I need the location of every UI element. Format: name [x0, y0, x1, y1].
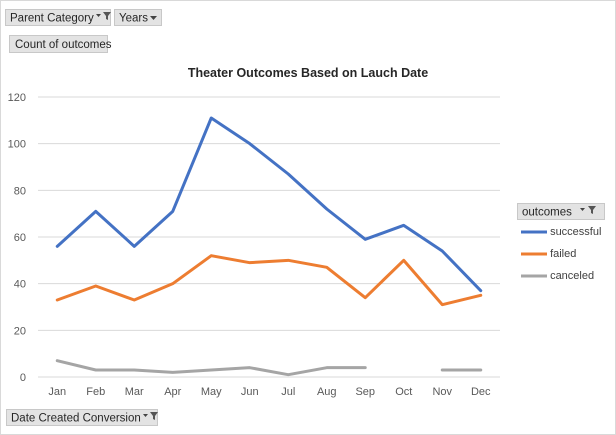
data-point-canceled-feb[interactable] — [94, 368, 98, 372]
data-point-failed-nov[interactable] — [440, 303, 444, 307]
y-tick-label: 120 — [8, 92, 26, 104]
data-point-failed-jul[interactable] — [286, 258, 290, 262]
data-point-canceled-jan[interactable] — [55, 359, 59, 363]
data-point-canceled-nov[interactable] — [440, 368, 444, 372]
legend-swatch-canceled — [521, 274, 547, 278]
outcomes-legend-label: outcomes — [522, 206, 572, 219]
data-point-failed-aug[interactable] — [325, 265, 329, 269]
data-point-successful-may[interactable] — [209, 116, 213, 120]
chart-title: Theater Outcomes Based on Lauch Date — [188, 66, 428, 80]
x-tick-label-dec: Dec — [471, 386, 491, 398]
data-point-successful-jan[interactable] — [55, 244, 59, 248]
y-tick-label: 0 — [20, 372, 26, 384]
data-point-successful-dec[interactable] — [479, 289, 483, 293]
x-tick-label-apr: Apr — [164, 386, 181, 398]
data-point-canceled-jul[interactable] — [286, 373, 290, 377]
data-point-successful-apr[interactable] — [171, 209, 175, 213]
legend-label-failed: failed — [550, 248, 577, 260]
x-tick-label-jul: Jul — [281, 386, 295, 398]
x-axis: Jan Feb Mar Apr May Jun Jul Aug Sep Oct Nov Dec — [48, 386, 491, 398]
count-of-outcomes-label: Count of outcomes — [15, 39, 112, 51]
parent-category-filter-button[interactable]: Parent Category — [5, 9, 111, 26]
x-tick-label-sep: Sep — [355, 386, 375, 398]
x-tick-label-oct: Oct — [395, 386, 412, 398]
data-point-successful-nov[interactable] — [440, 249, 444, 253]
data-point-successful-jul[interactable] — [286, 172, 290, 176]
legend-swatch-successful — [521, 230, 547, 234]
data-point-successful-aug[interactable] — [325, 207, 329, 211]
x-tick-label-jun: Jun — [241, 386, 259, 398]
x-tick-label-jan: Jan — [48, 386, 66, 398]
series-line-failed[interactable] — [55, 254, 483, 307]
y-tick-label: 20 — [14, 325, 26, 337]
years-filter-button[interactable]: Years — [114, 9, 162, 26]
x-tick-label-feb: Feb — [86, 386, 105, 398]
legend-item-failed[interactable]: failed — [521, 248, 576, 260]
data-point-successful-oct[interactable] — [402, 223, 406, 227]
y-tick-label: 60 — [14, 232, 26, 244]
data-point-failed-sep[interactable] — [363, 296, 367, 300]
outcomes-legend-filter-button[interactable]: outcomes — [517, 203, 605, 220]
legend-label-successful: successful — [550, 226, 602, 238]
legend-swatch-failed — [521, 252, 547, 256]
filter-funnel-icon — [142, 410, 159, 427]
years-label: Years — [119, 12, 148, 25]
y-tick-label: 80 — [14, 185, 26, 197]
legend-label-canceled: canceled — [550, 270, 595, 282]
data-point-failed-oct[interactable] — [402, 258, 406, 262]
data-point-failed-jun[interactable] — [248, 261, 252, 265]
data-point-successful-sep[interactable] — [363, 237, 367, 241]
series-line-successful[interactable] — [55, 116, 483, 293]
data-point-canceled-apr[interactable] — [171, 370, 175, 374]
x-tick-label-aug: Aug — [317, 386, 337, 398]
data-point-canceled-may[interactable] — [209, 368, 213, 372]
data-point-failed-dec[interactable] — [479, 293, 483, 297]
data-point-failed-apr[interactable] — [171, 282, 175, 286]
series-line-canceled-0[interactable] — [55, 359, 367, 377]
data-point-successful-feb[interactable] — [94, 209, 98, 213]
legend-item-canceled[interactable]: canceled — [521, 270, 594, 282]
data-point-canceled-dec[interactable] — [479, 368, 483, 372]
data-point-canceled-jun[interactable] — [248, 366, 252, 370]
x-tick-label-nov: Nov — [432, 386, 452, 398]
x-tick-label-mar: Mar — [125, 386, 144, 398]
data-point-failed-feb[interactable] — [94, 284, 98, 288]
date-created-conversion-filter-button[interactable]: Date Created Conversion — [6, 409, 158, 426]
dropdown-arrow-icon — [150, 10, 158, 27]
data-point-canceled-sep[interactable] — [363, 366, 367, 370]
y-tick-label: 40 — [14, 279, 26, 291]
filter-funnel-icon — [574, 204, 600, 221]
gridlines — [38, 96, 500, 378]
data-point-failed-may[interactable] — [209, 254, 213, 258]
x-tick-label-may: May — [201, 386, 222, 398]
count-of-outcomes-field-button[interactable]: Count of outcomes — [9, 35, 112, 53]
data-point-canceled-aug[interactable] — [325, 366, 329, 370]
data-point-failed-jan[interactable] — [55, 298, 59, 302]
data-point-successful-mar[interactable] — [132, 244, 136, 248]
y-tick-label: 100 — [8, 139, 26, 151]
data-point-successful-jun[interactable] — [248, 142, 252, 146]
legend-item-successful[interactable]: successful — [521, 226, 601, 238]
data-point-failed-mar[interactable] — [132, 298, 136, 302]
parent-category-label: Parent Category — [10, 12, 94, 25]
y-axis: 0 20 40 60 80 100 120 — [8, 92, 26, 384]
series-lines — [55, 116, 483, 377]
filter-funnel-icon — [95, 10, 112, 27]
date-created-conversion-label: Date Created Conversion — [11, 412, 141, 425]
data-point-canceled-mar[interactable] — [132, 368, 136, 372]
